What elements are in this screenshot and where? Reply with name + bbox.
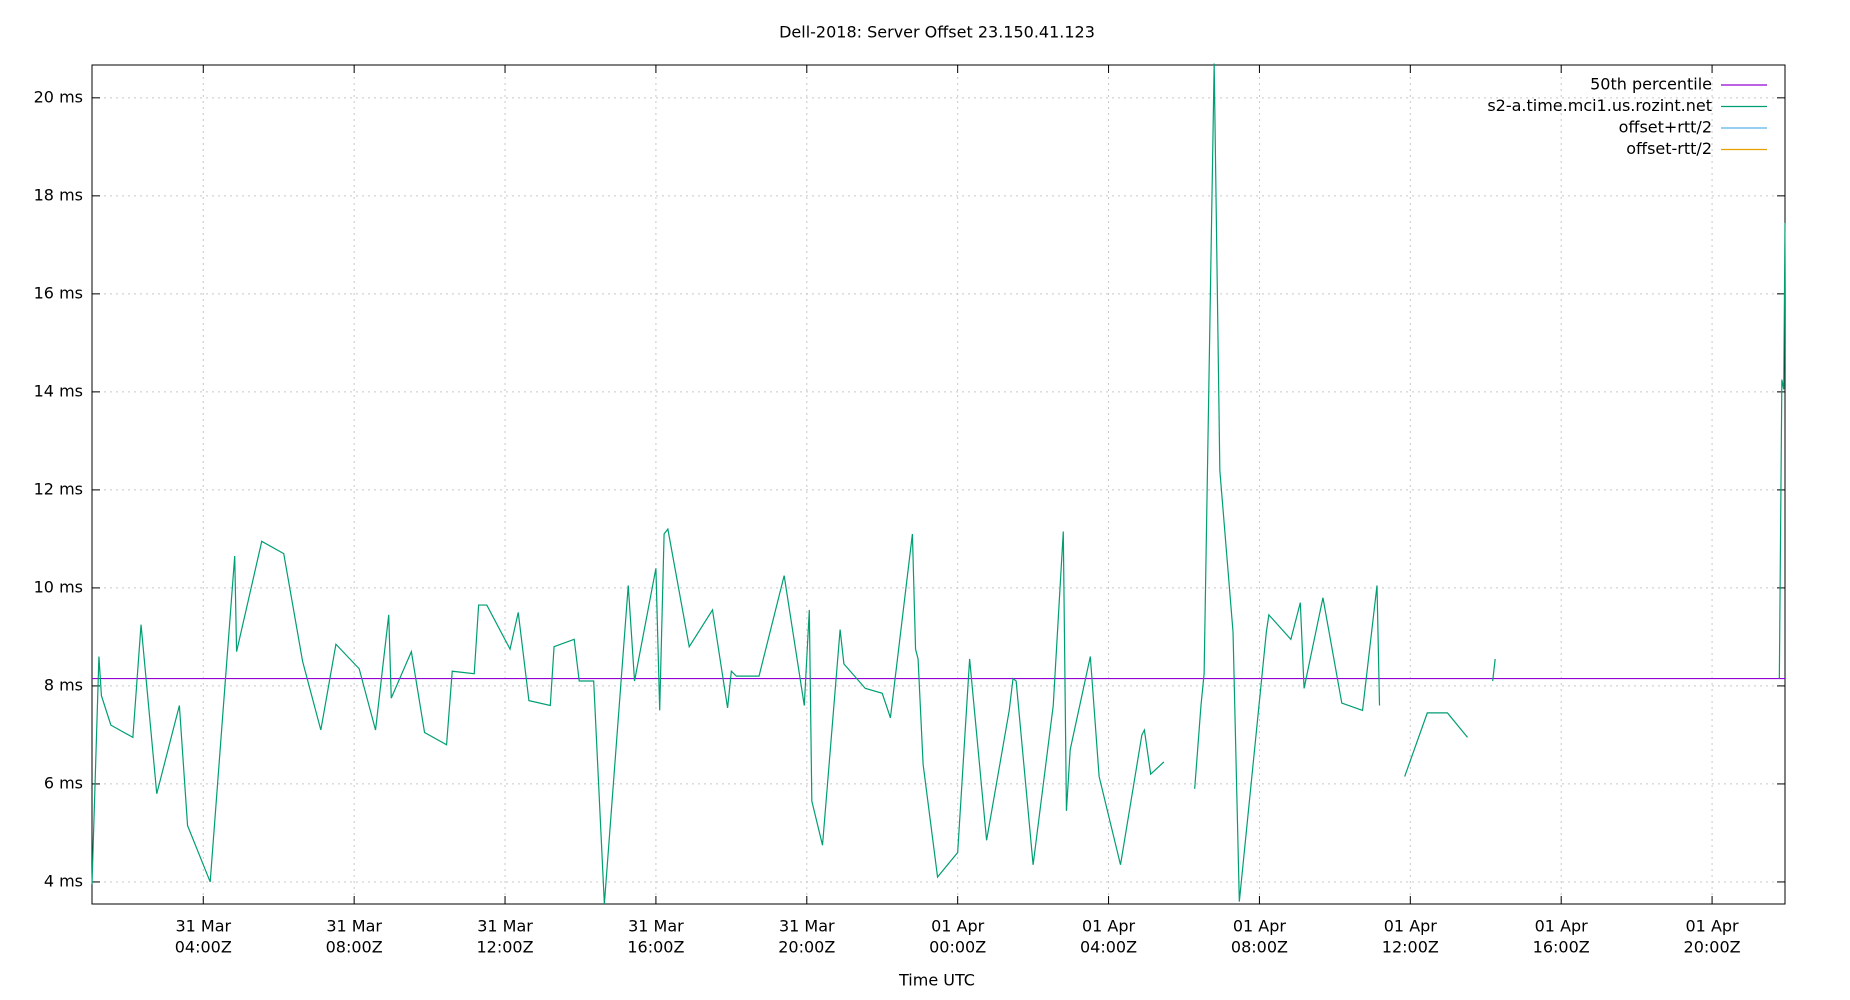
- x-tick-label: 16:00Z: [627, 938, 684, 957]
- y-tick-label: 4 ms: [44, 871, 83, 890]
- x-tick-label: 16:00Z: [1533, 938, 1590, 957]
- x-tick-label: 08:00Z: [326, 938, 383, 957]
- series-line: [91, 63, 1786, 905]
- x-tick-label: 01 Apr: [1686, 917, 1740, 936]
- x-tick-label: 31 Mar: [779, 917, 835, 936]
- x-tick-label: 04:00Z: [1080, 938, 1137, 957]
- x-tick-label: 01 Apr: [1384, 917, 1438, 936]
- y-tick-label: 20 ms: [34, 87, 83, 106]
- y-tick-label: 12 ms: [34, 479, 83, 498]
- legend-label: 50th percentile: [1590, 75, 1712, 94]
- chart-title: Dell-2018: Server Offset 23.150.41.123: [779, 23, 1095, 42]
- x-tick-label: 01 Apr: [1233, 917, 1287, 936]
- legend-label: offset-rtt/2: [1626, 139, 1712, 158]
- x-tick-label: 31 Mar: [175, 917, 231, 936]
- x-axis-label: Time UTC: [898, 971, 975, 990]
- x-tick-label: 04:00Z: [175, 938, 232, 957]
- legend-label: s2-a.time.mci1.us.rozint.net: [1487, 96, 1712, 115]
- x-tick-label: 31 Mar: [326, 917, 382, 936]
- x-tick-label: 00:00Z: [929, 938, 986, 957]
- x-tick-label: 31 Mar: [628, 917, 684, 936]
- x-tick-label: 08:00Z: [1231, 938, 1288, 957]
- x-tick-label: 20:00Z: [1684, 938, 1741, 957]
- x-tick-label: 12:00Z: [1382, 938, 1439, 957]
- y-tick-label: 14 ms: [34, 381, 83, 400]
- plot-frame: [91, 64, 1786, 905]
- x-tick-label: 01 Apr: [931, 917, 985, 936]
- y-tick-label: 10 ms: [34, 577, 83, 596]
- legend-label: offset+rtt/2: [1619, 118, 1712, 137]
- x-tick-label: 12:00Z: [476, 938, 533, 957]
- y-tick-label: 18 ms: [34, 185, 83, 204]
- y-tick-label: 8 ms: [44, 675, 83, 694]
- x-tick-label: 01 Apr: [1535, 917, 1589, 936]
- x-tick-label: 20:00Z: [778, 938, 835, 957]
- y-tick-label: 16 ms: [34, 283, 83, 302]
- x-tick-label: 01 Apr: [1082, 917, 1136, 936]
- x-tick-label: 31 Mar: [477, 917, 533, 936]
- y-tick-label: 6 ms: [44, 773, 83, 792]
